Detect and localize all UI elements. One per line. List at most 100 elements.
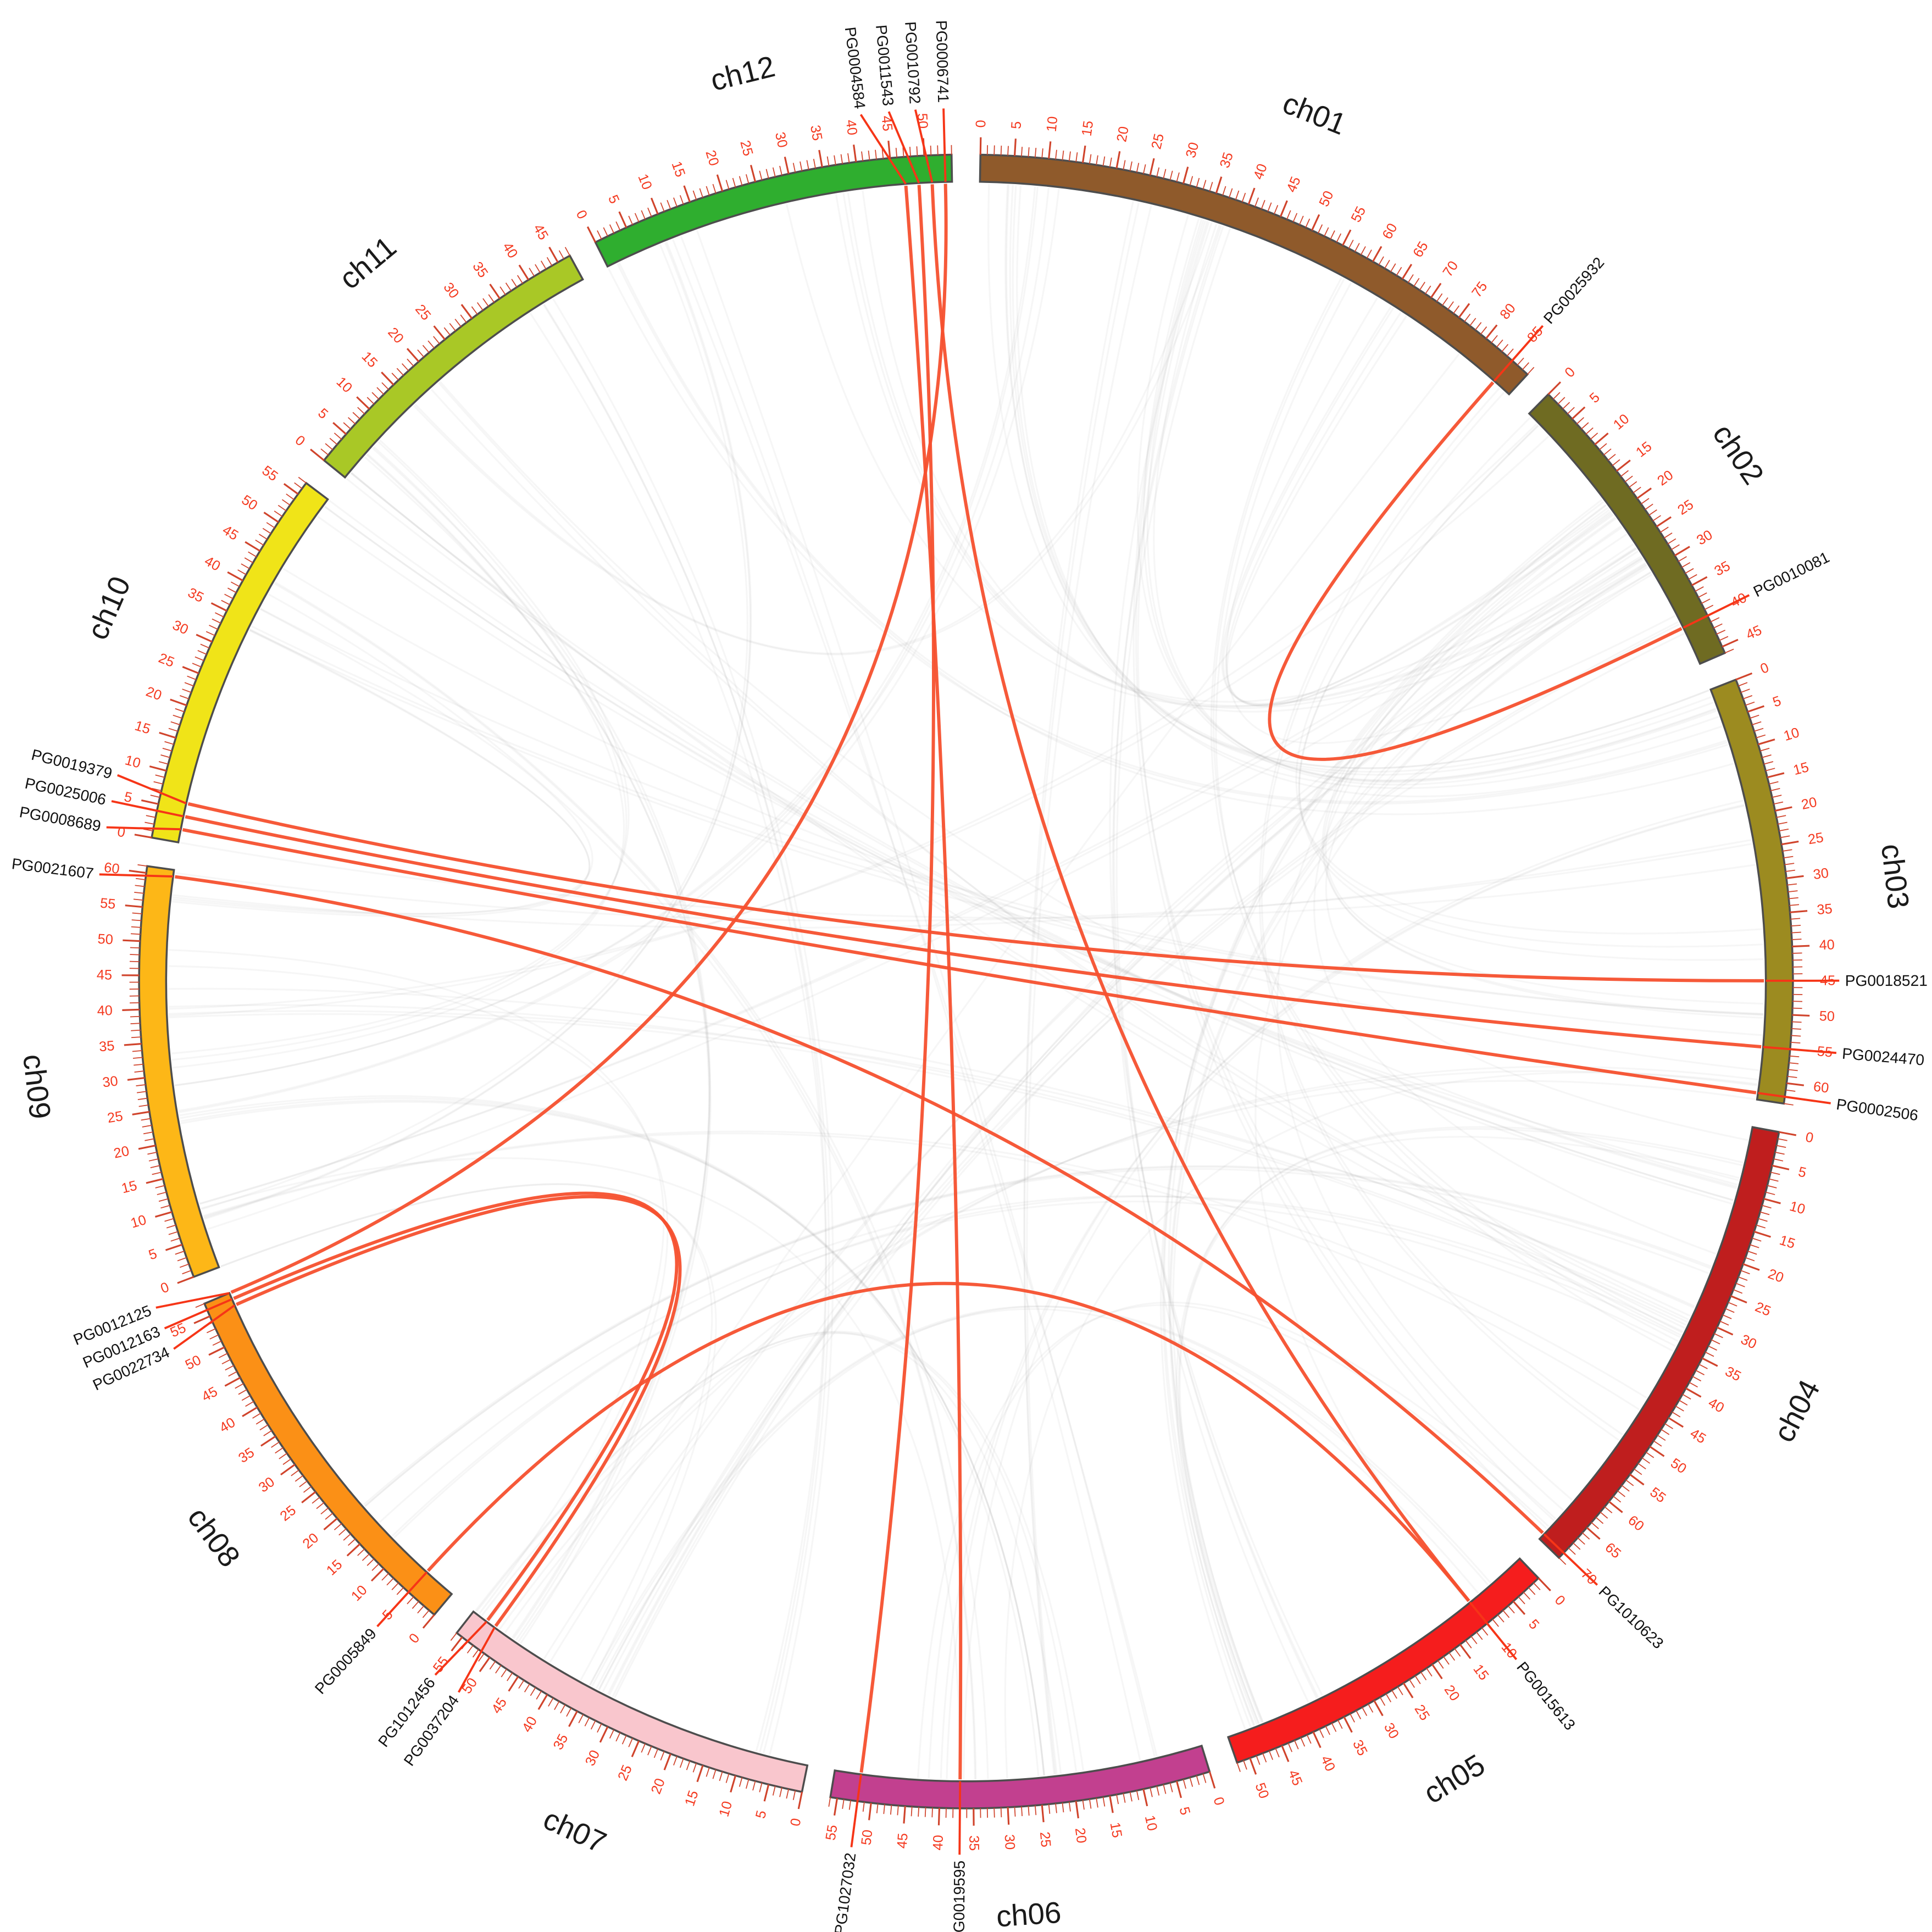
tick-label-ch02-35: 35 [1712,558,1733,579]
tick-ch07-29 [609,1729,614,1739]
tick-label-ch09-0: 0 [158,1279,171,1296]
background-link [598,564,1647,1690]
tick-label-ch07-55: 55 [430,1654,452,1675]
tick-label-ch01-65: 65 [1410,239,1431,260]
tick-ch05-39 [1319,1729,1324,1738]
background-link [324,506,1733,1205]
tick-label-ch10-20: 20 [144,684,164,704]
tick-label-ch09-20: 20 [112,1143,130,1162]
highlight-links [175,184,1764,1780]
tick-ch04-63 [1595,1517,1604,1524]
tick-ch12-48 [909,147,911,157]
tick-ch09-48 [130,954,140,956]
tick-ch04-53 [1637,1463,1646,1470]
tick-ch06-0 [1208,1771,1216,1789]
tick-ch05-45 [1281,1745,1290,1762]
tick-ch05-33 [1356,1710,1362,1719]
tick-ch06-49 [876,1803,879,1813]
chromosome-segment-ch07 [455,1610,809,1794]
background-link [430,388,1691,1317]
background-link [413,224,1220,656]
tick-ch02-24 [1652,515,1661,521]
tick-ch12-28 [772,167,776,177]
tick-ch10-50 [263,512,279,523]
tick-ch10-13 [162,747,173,752]
tick-ch11-40 [518,264,530,281]
tick-ch01-43 [1267,202,1272,212]
tick-ch06-10 [1142,1789,1148,1807]
tick-ch07-28 [615,1732,621,1742]
tick-label-ch07-15: 15 [682,1789,702,1808]
tick-ch10-51 [274,510,283,517]
tick-ch01-62 [1384,259,1390,269]
tick-ch12-0 [586,226,596,243]
tick-ch01-5 [1013,138,1017,156]
tick-label-ch04-55: 55 [1647,1484,1668,1506]
background-link [549,547,1637,1663]
tick-ch01-33 [1202,180,1207,190]
tick-label-ch06-35: 35 [966,1835,981,1851]
background-link [617,263,1734,815]
background-link [607,268,1729,805]
background-link [199,526,1623,1204]
gene-label-PG0025932: PG0025932 [1540,254,1607,327]
tick-label-ch09-25: 25 [106,1108,124,1126]
tick-ch12-4 [615,221,621,231]
tick-ch02-26 [1660,526,1669,533]
tick-ch06-53 [848,1800,852,1810]
gene-tick-PG1027032 [850,1774,862,1847]
tick-ch09-1 [182,1270,192,1275]
tick-ch01-74 [1453,305,1460,314]
tick-ch07-46 [507,1672,513,1681]
tick-ch11-29 [460,314,467,323]
tick-ch09-40 [122,1008,140,1011]
tick-ch03-59 [1787,1076,1797,1078]
chromosome-label-ch04: ch04 [1767,1374,1826,1447]
tick-ch07-34 [578,1714,584,1724]
tick-ch06-9 [1150,1787,1153,1797]
tick-ch04-61 [1604,1506,1613,1513]
tick-ch01-64 [1396,267,1402,276]
tick-ch02-13 [1607,453,1616,461]
tick-ch04-19 [1745,1257,1755,1262]
chromosome-segments [138,153,1794,1809]
background-link [928,1301,1557,1779]
background-link [1142,218,1717,781]
background-link [220,1183,713,1681]
tick-label-ch04-25: 25 [1753,1299,1773,1319]
background-link [696,230,1156,1757]
tick-ch11-3 [329,437,338,445]
chromosome-segment-ch11 [323,254,584,479]
tick-ch10-7 [152,788,162,791]
background-link [173,456,625,1069]
tick-ch07-21 [660,1751,665,1761]
tick-ch10-53 [281,499,291,506]
gene-tick-PG0022734 [173,1304,236,1350]
tick-ch01-9 [1041,148,1043,158]
tick-label-ch06-30: 30 [1002,1834,1018,1850]
tick-ch03-63 [1784,1103,1794,1106]
tick-ch06-27 [1028,1806,1030,1816]
tick-ch08-7 [391,1583,399,1590]
tick-ch12-31 [792,163,796,173]
chromosome-label-ch11: ch11 [333,230,403,296]
tick-ch01-44 [1274,205,1279,215]
tick-ch02-9 [1590,432,1598,440]
background-link [552,298,834,1756]
tick-ch08-10 [370,1568,385,1582]
highlight-link-PG0008689-PG0002506 [182,828,1757,1095]
tick-ch05-24 [1409,1679,1415,1688]
background-link [274,581,989,1779]
tick-ch11-42 [535,264,541,273]
tick-ch12-12 [667,199,671,209]
tick-ch11-36 [499,286,506,295]
tick-ch10-32 [209,625,218,630]
tick-ch02-2 [1557,397,1565,404]
background-link [1163,498,1603,1726]
tick-ch02-16 [1620,470,1629,477]
background-link [1276,504,1607,1501]
tick-ch08-43 [238,1389,247,1395]
chromosome-segment-ch06 [829,1744,1211,1809]
tick-ch01-59 [1366,249,1372,259]
tick-label-ch06-50: 50 [858,1829,875,1846]
